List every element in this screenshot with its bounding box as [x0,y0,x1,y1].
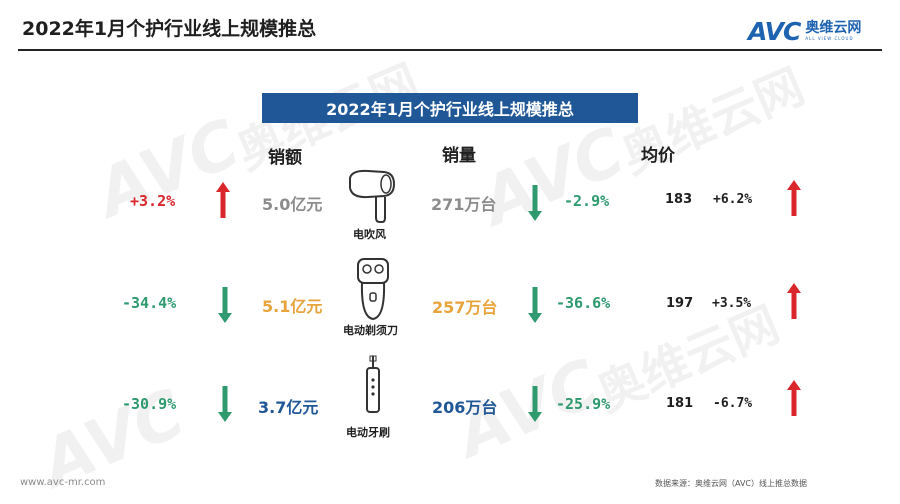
volume-change: -25.9% [556,395,611,413]
product-name: 电动牙刷 [346,426,390,439]
logo-mark: AVC [748,17,801,46]
logo-sub: ALL VIEW CLOUD [805,36,854,41]
column-header-sales: 销额 [268,148,302,168]
volume-value: 257万台 [432,298,498,317]
avc-logo: AVC 奥维云网 ALL VIEW CLOUD [748,17,861,46]
sales-change: -34.4% [122,294,177,312]
product-name: 电吹风 [353,228,386,241]
arrow-up-icon [216,182,230,218]
electric-shaver-icon [357,258,389,321]
sales-change: -30.9% [122,395,177,413]
column-header-price: 均价 [641,146,675,166]
product-name: 电动剃须刀 [343,324,398,337]
volume-value: 271万台 [431,195,497,214]
sales-value: 5.0亿元 [262,195,323,214]
sales-change: +3.2% [130,192,176,210]
arrow-up-icon [787,380,801,416]
arrow-down-icon [528,386,542,422]
footer-url: www.avc-mr.com [20,477,106,488]
sales-value: 3.7亿元 [258,398,319,417]
arrow-up-icon [787,283,801,319]
logo-text: 奥维云网 ALL VIEW CLOUD [805,21,861,42]
arrow-down-icon [218,287,232,323]
watermark-logo: AVC [470,112,636,241]
volume-change: -2.9% [564,192,610,210]
summary-banner: 2022年1月个护行业线上规模推总 [262,93,638,123]
average-price: 197 [666,296,694,311]
average-price: 181 [666,396,694,411]
watermark-text: 奥维云网 [613,58,813,185]
sales-value: 5.1亿元 [262,297,323,316]
electric-toothbrush-icon [366,355,380,413]
data-source-note: 数据来源：奥维云网（AVC）线上推总数据 [655,479,808,488]
volume-change: -36.6% [556,294,611,312]
arrow-up-icon [787,180,801,216]
price-change: +6.2% [713,192,753,207]
page-title: 2022年1月个护行业线上规模推总 [22,18,317,40]
average-price: 183 [665,192,693,207]
price-change: +3.5% [712,296,752,311]
volume-value: 206万台 [432,398,498,417]
hair-dryer-icon [349,169,396,223]
arrow-down-icon [218,386,232,422]
logo-cn: 奥维云网 [805,20,862,36]
arrow-down-icon [528,185,542,221]
price-change: -6.7% [713,396,753,411]
column-header-volume: 销量 [442,146,476,166]
arrow-down-icon [528,287,542,323]
header-divider [18,49,882,51]
